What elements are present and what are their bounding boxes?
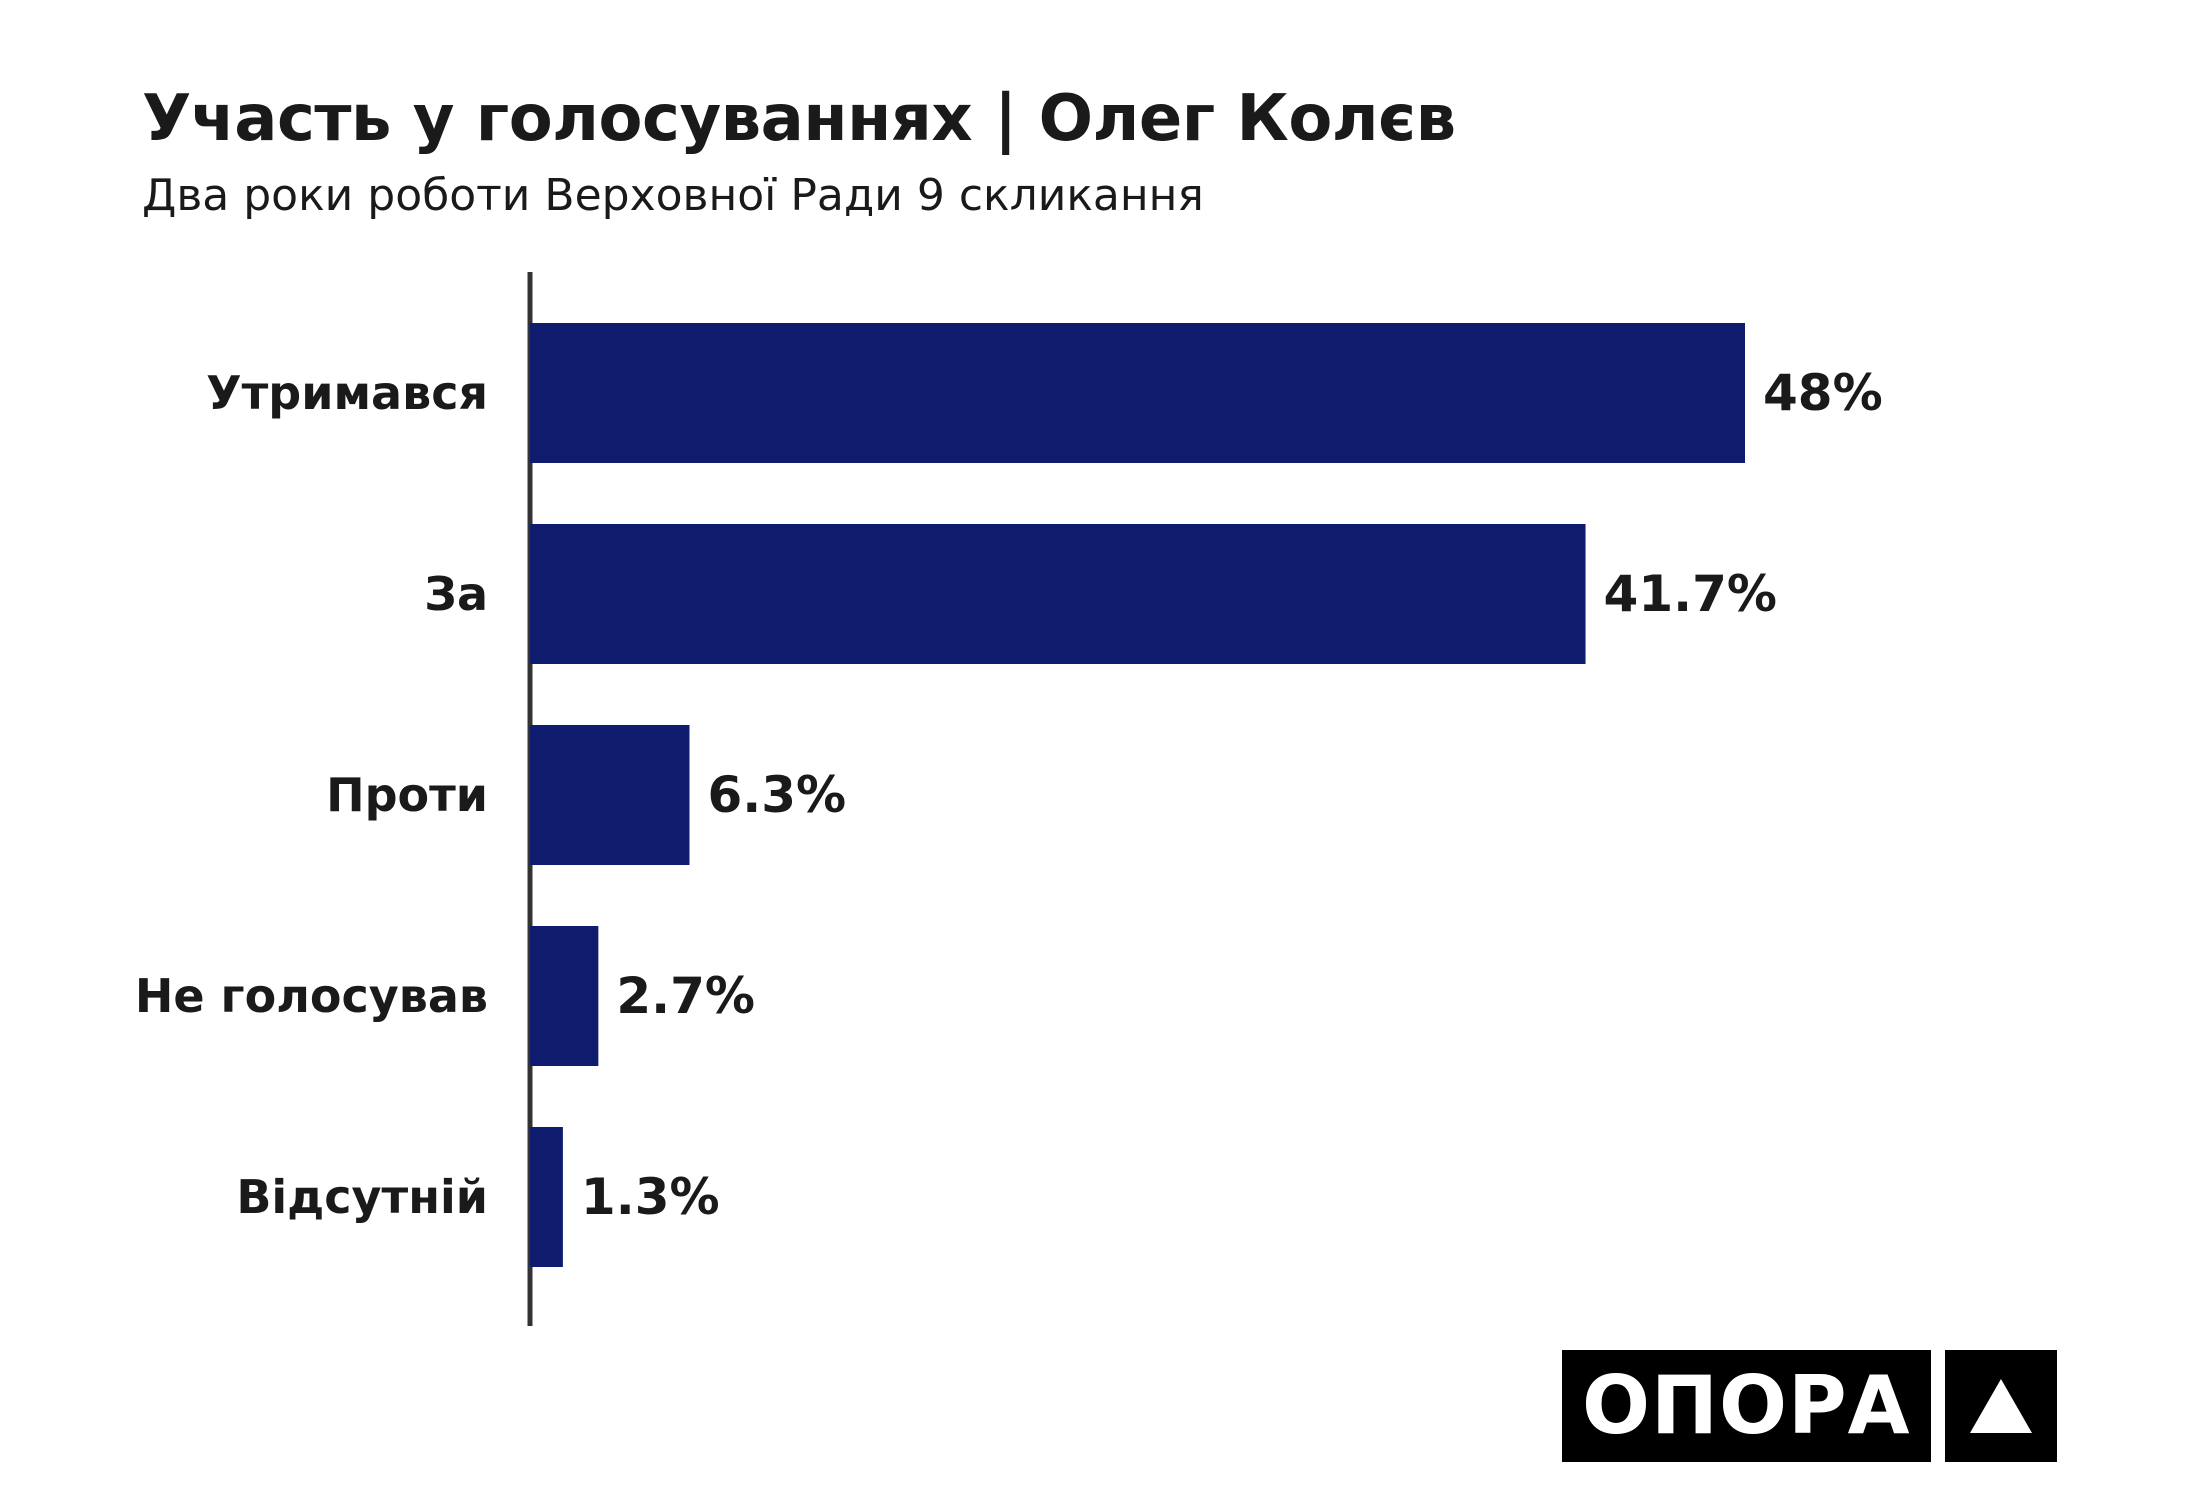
bar-1	[530, 524, 1586, 664]
category-label: Відсутній	[236, 1170, 488, 1224]
category-label: Проти	[326, 768, 488, 822]
bars-group: Утримався 48% За 41.7% Проти 6.3% Не голосував…	[135, 323, 1883, 1267]
value-label: 41.7%	[1604, 565, 1777, 623]
chart-subtitle: Два роки роботи Верховної Ради 9 скликан…	[142, 170, 1204, 221]
logo-text: ОПОРА	[1562, 1350, 1931, 1462]
chart-title: Участь у голосуваннях | Олег Колєв	[142, 82, 1456, 156]
category-label: За	[424, 567, 488, 621]
value-label: 6.3%	[707, 766, 846, 824]
value-label: 1.3%	[581, 1168, 720, 1226]
bar-3	[530, 926, 599, 1066]
bar-chart: Утримався 48% За 41.7% Проти 6.3% Не голосував…	[135, 272, 1883, 1326]
triangle-icon	[1944, 1350, 2057, 1462]
category-label: Утримався	[206, 366, 488, 420]
bar-0	[530, 323, 1745, 463]
value-label: 2.7%	[616, 967, 755, 1025]
bar-2	[530, 725, 690, 865]
value-label: 48%	[1763, 364, 1883, 422]
opora-logo: ОПОРА	[1562, 1350, 2057, 1462]
category-label: Не голосував	[135, 969, 488, 1023]
bar-4	[530, 1127, 563, 1267]
